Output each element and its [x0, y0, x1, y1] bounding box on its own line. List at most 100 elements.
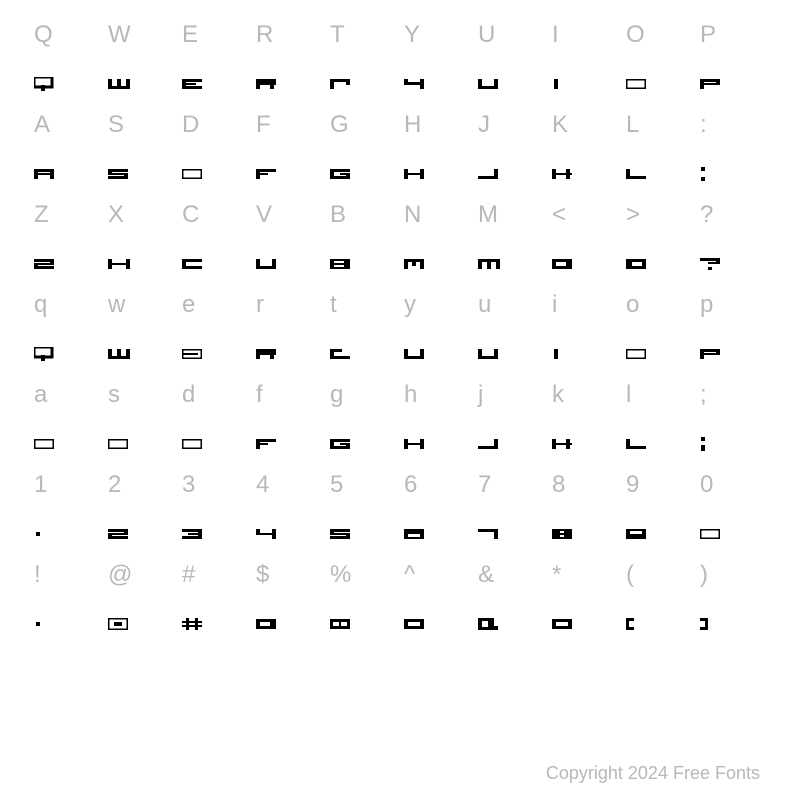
reference-char: w: [108, 290, 125, 320]
font-glyph: [330, 608, 350, 640]
reference-char: g: [330, 380, 343, 410]
font-glyph: [34, 608, 42, 640]
font-glyph: [330, 248, 350, 280]
reference-char: H: [404, 110, 421, 140]
glyph-cell: g: [326, 380, 400, 470]
reference-char: N: [404, 200, 421, 230]
font-glyph: [256, 248, 276, 280]
reference-char: Z: [34, 200, 49, 230]
glyph-cell: C: [178, 200, 252, 290]
reference-char: M: [478, 200, 498, 230]
reference-char: L: [626, 110, 639, 140]
glyph-cell: 5: [326, 470, 400, 560]
reference-char: q: [34, 290, 47, 320]
reference-char: >: [626, 200, 640, 230]
font-glyph: [700, 518, 720, 550]
glyph-cell: d: [178, 380, 252, 470]
reference-char: ^: [404, 560, 415, 590]
font-glyph: [256, 68, 276, 100]
reference-char: J: [478, 110, 490, 140]
glyph-cell: >: [622, 200, 696, 290]
glyph-cell: D: [178, 110, 252, 200]
reference-char: C: [182, 200, 199, 230]
glyph-cell: #: [178, 560, 252, 650]
glyph-cell: A: [30, 110, 104, 200]
reference-char: P: [700, 20, 716, 50]
font-glyph: [182, 518, 202, 550]
glyph-cell: %: [326, 560, 400, 650]
glyph-cell: M: [474, 200, 548, 290]
glyph-cell: &: [474, 560, 548, 650]
reference-char: (: [626, 560, 634, 590]
reference-char: D: [182, 110, 199, 140]
font-glyph: [34, 518, 42, 550]
glyph-cell: ): [696, 560, 770, 650]
reference-char: F: [256, 110, 271, 140]
glyph-cell: f: [252, 380, 326, 470]
font-glyph: [700, 428, 706, 460]
reference-char: a: [34, 380, 47, 410]
reference-char: 4: [256, 470, 269, 500]
reference-char: <: [552, 200, 566, 230]
glyph-cell: 2: [104, 470, 178, 560]
font-glyph: [256, 338, 276, 370]
glyph-cell: F: [252, 110, 326, 200]
glyph-cell: T: [326, 20, 400, 110]
font-glyph: [552, 158, 572, 190]
glyph-cell: 9: [622, 470, 696, 560]
reference-char: 8: [552, 470, 565, 500]
font-glyph: [626, 338, 646, 370]
glyph-cell: S: [104, 110, 178, 200]
glyph-cell: 7: [474, 470, 548, 560]
font-glyph: [404, 518, 424, 550]
font-glyph: [182, 68, 202, 100]
font-glyph: [34, 68, 56, 100]
reference-char: 7: [478, 470, 491, 500]
font-glyph: [626, 608, 634, 640]
glyph-cell: V: [252, 200, 326, 290]
reference-char: T: [330, 20, 345, 50]
reference-char: j: [478, 380, 483, 410]
reference-char: d: [182, 380, 195, 410]
font-glyph: [700, 158, 706, 190]
font-glyph: [256, 608, 276, 640]
font-glyph: [478, 608, 498, 640]
reference-char: E: [182, 20, 198, 50]
reference-char: l: [626, 380, 631, 410]
glyph-cell: 4: [252, 470, 326, 560]
reference-char: X: [108, 200, 124, 230]
glyph-cell: H: [400, 110, 474, 200]
glyph-cell: l: [622, 380, 696, 470]
glyph-cell: 0: [696, 470, 770, 560]
reference-char: U: [478, 20, 495, 50]
reference-char: :: [700, 110, 707, 140]
font-glyph: [626, 158, 646, 190]
reference-char: i: [552, 290, 557, 320]
font-glyph: [330, 338, 350, 370]
font-glyph: [478, 68, 498, 100]
glyph-cell: K: [548, 110, 622, 200]
font-glyph: [330, 518, 350, 550]
glyph-cell: e: [178, 290, 252, 380]
reference-char: ;: [700, 380, 707, 410]
font-glyph: [552, 68, 560, 100]
glyph-cell: Z: [30, 200, 104, 290]
font-glyph: [626, 428, 646, 460]
glyph-cell: a: [30, 380, 104, 470]
reference-char: Y: [404, 20, 420, 50]
font-glyph: [626, 518, 646, 550]
font-glyph: [478, 428, 498, 460]
font-glyph: [404, 158, 424, 190]
glyph-cell: !: [30, 560, 104, 650]
glyph-cell: E: [178, 20, 252, 110]
glyph-cell: P: [696, 20, 770, 110]
glyph-cell: Y: [400, 20, 474, 110]
font-glyph: [404, 338, 424, 370]
glyph-cell: o: [622, 290, 696, 380]
glyph-cell: L: [622, 110, 696, 200]
glyph-cell: :: [696, 110, 770, 200]
reference-char: 9: [626, 470, 639, 500]
copyright-text: Copyright 2024 Free Fonts: [546, 763, 760, 784]
reference-char: t: [330, 290, 337, 320]
reference-char: *: [552, 560, 561, 590]
